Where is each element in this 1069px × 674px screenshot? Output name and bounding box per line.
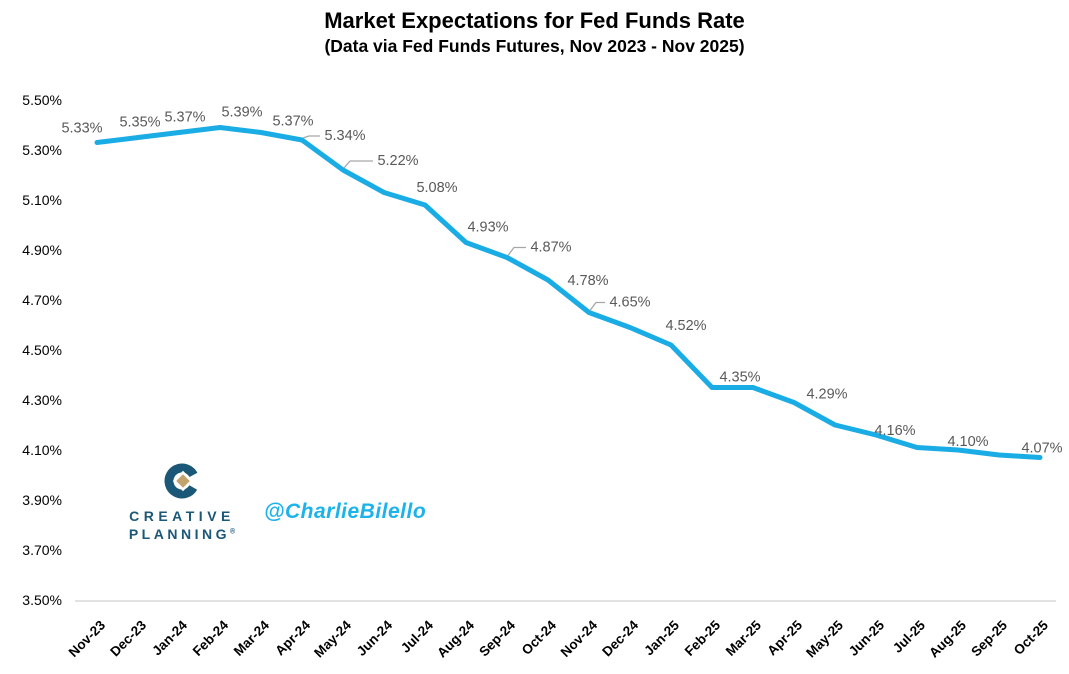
y-axis-label: 5.30%	[22, 142, 62, 158]
rate-line	[94, 125, 1043, 460]
data-label: 5.37%	[164, 110, 205, 126]
data-label: 5.34%	[324, 128, 365, 144]
label-leader-line	[589, 301, 605, 311]
data-label: 5.22%	[377, 153, 418, 169]
data-label: 5.08%	[416, 180, 457, 196]
data-label: 4.07%	[1021, 441, 1062, 457]
registered-mark: ®	[229, 528, 236, 536]
data-label: 4.10%	[947, 434, 988, 450]
page-subtitle: (Data via Fed Funds Futures, Nov 2023 - …	[324, 36, 745, 56]
x-axis-label: Apr-25	[764, 617, 805, 658]
x-axis-label: Sep-25	[968, 617, 1010, 659]
x-axis-label: Sep-24	[476, 617, 518, 659]
data-label: 4.65%	[609, 295, 650, 311]
data-label: 4.93%	[467, 220, 508, 236]
logo-text-planning: PLANNING®	[128, 526, 236, 542]
x-axis-label: Dec-24	[599, 617, 641, 659]
logo-text-creative: CREATIVE	[129, 508, 235, 524]
data-label: 4.35%	[719, 370, 760, 386]
x-axis-label: Jan-24	[149, 617, 190, 658]
watermark-handle: @CharlieBilello	[264, 500, 427, 523]
data-label: 5.37%	[272, 114, 313, 130]
data-label: 4.52%	[665, 318, 706, 334]
data-label: 4.78%	[567, 273, 608, 289]
x-axis-label: Nov-23	[66, 617, 109, 660]
x-axis-label: May-24	[311, 617, 354, 660]
x-axis-label: Mar-24	[231, 617, 273, 659]
y-axis-label: 4.10%	[22, 442, 62, 458]
x-axis-label: Nov-24	[558, 617, 601, 660]
x-axis-label: Jun-24	[354, 617, 396, 659]
page-title: Market Expectations for Fed Funds Rate	[324, 8, 745, 33]
x-axis-label: Aug-24	[434, 617, 477, 660]
x-axis-label: Aug-25	[926, 617, 969, 660]
label-leader-line	[343, 160, 373, 169]
y-axis-label: 4.70%	[22, 292, 62, 308]
y-axis-label: 3.90%	[22, 492, 62, 508]
creative-planning-logo: CREATIVE PLANNING®	[112, 460, 252, 542]
y-axis-label: 3.70%	[22, 542, 62, 558]
data-label: 5.33%	[61, 121, 102, 137]
creative-planning-logo-icon	[164, 463, 200, 499]
x-axis-label: Feb-25	[682, 617, 724, 659]
data-label: 5.35%	[119, 115, 160, 131]
y-axis-label: 4.90%	[22, 242, 62, 258]
data-label: 4.87%	[530, 240, 571, 256]
x-axis-label: Mar-25	[723, 617, 765, 659]
x-axis-label: Jan-25	[641, 617, 682, 658]
y-axis-label: 3.50%	[22, 592, 62, 608]
x-axis-label: Dec-23	[107, 617, 149, 659]
x-axis-label: Oct-25	[1011, 617, 1052, 658]
x-axis-label: Oct-24	[519, 617, 560, 658]
x-axis-label: Feb-24	[190, 617, 232, 659]
data-label: 5.39%	[221, 105, 262, 121]
y-axis-label: 5.10%	[22, 192, 62, 208]
label-leader-line	[507, 246, 526, 256]
y-axis-label: 5.50%	[22, 92, 62, 108]
x-axis-label: Jul-24	[398, 617, 437, 656]
y-axis-label: 4.50%	[22, 342, 62, 358]
label-leader-line	[302, 135, 320, 139]
data-label: 4.16%	[874, 423, 915, 439]
data-label: 4.29%	[806, 387, 847, 403]
x-axis-label: May-25	[803, 617, 846, 660]
x-axis-label: Jul-25	[890, 617, 929, 656]
y-axis-label: 4.30%	[22, 392, 62, 408]
x-axis-label: Apr-24	[272, 617, 313, 658]
x-axis-label: Jun-25	[846, 617, 888, 659]
